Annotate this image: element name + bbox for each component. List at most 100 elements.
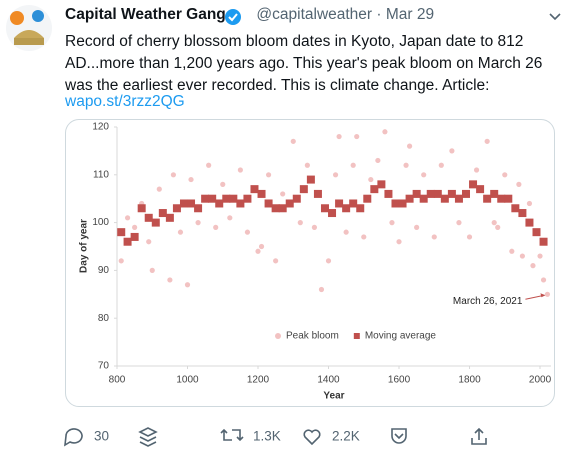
average-point — [476, 185, 485, 194]
bloom-point — [124, 215, 131, 221]
average-point — [320, 204, 329, 213]
bloom-point — [280, 191, 286, 197]
average-point — [137, 204, 146, 213]
average-point — [313, 189, 322, 198]
bloom-point — [537, 253, 543, 259]
handle[interactable]: @capitalweather — [256, 6, 373, 23]
bloom-point — [332, 172, 339, 178]
average-point — [335, 199, 344, 208]
bloom-point — [184, 282, 191, 288]
x-tick-label: 1600 — [388, 375, 411, 386]
average-point — [412, 189, 421, 198]
annotation: March 26, 2021 — [453, 296, 523, 307]
average-point — [461, 189, 470, 198]
reply-icon[interactable] — [64, 428, 83, 447]
average-point — [292, 194, 301, 203]
bloom-point — [431, 234, 437, 240]
bloom-point — [237, 167, 243, 173]
verified-badge — [225, 9, 241, 25]
bloom-point — [177, 229, 184, 235]
y-tick-label: 90 — [98, 265, 110, 276]
separator: · — [376, 6, 386, 23]
average-point — [250, 185, 259, 194]
bloom-point — [188, 176, 194, 183]
x-axis-title: Year — [323, 391, 344, 402]
bloom-point — [132, 224, 138, 230]
average-point — [497, 194, 506, 203]
average-point — [194, 204, 203, 213]
upload-icon[interactable] — [471, 427, 487, 445]
bloom-point — [438, 162, 444, 168]
average-point — [483, 194, 492, 203]
average-point — [539, 237, 548, 246]
average-point — [518, 209, 527, 218]
average-point — [440, 194, 449, 203]
average-point — [377, 180, 386, 189]
average-point — [306, 175, 315, 184]
stack-icon[interactable] — [138, 427, 158, 447]
average-point — [447, 189, 456, 198]
x-tick-label: 800 — [109, 375, 126, 386]
media-card[interactable] — [65, 119, 555, 407]
average-point — [532, 228, 541, 237]
bloom-point — [368, 176, 374, 183]
bloom-point — [167, 277, 173, 283]
bloom-point — [519, 253, 525, 259]
tweet-link[interactable]: wapo.st/3rzz2QG — [65, 93, 185, 110]
bloom-point — [195, 220, 201, 226]
bloom-point — [466, 234, 473, 240]
average-point — [229, 194, 238, 203]
bloom-point — [273, 258, 279, 264]
bloom-point — [509, 248, 515, 254]
author-name[interactable]: Capital Weather Gang — [65, 6, 226, 23]
average-point — [257, 189, 266, 198]
average-point — [179, 199, 188, 208]
y-tick-label: 70 — [98, 361, 110, 372]
share-icon[interactable] — [391, 428, 407, 444]
bloom-point — [220, 181, 226, 187]
like-icon[interactable] — [303, 429, 321, 446]
y-tick-label: 120 — [92, 122, 109, 133]
legend-marker — [353, 333, 360, 339]
average-point — [391, 199, 400, 208]
more-menu[interactable] — [549, 13, 561, 21]
bloom-point — [403, 162, 409, 168]
y-axis-title: Day of year — [79, 219, 90, 273]
retweet-icon[interactable] — [220, 428, 244, 442]
bloom-point — [258, 243, 265, 250]
bloom-point — [516, 181, 522, 187]
bloom-point — [449, 148, 455, 154]
bloom-point — [375, 157, 381, 164]
bloom-point — [304, 162, 310, 168]
bloom-point — [311, 224, 318, 230]
bloom-point — [491, 220, 497, 226]
average-point — [158, 209, 167, 218]
average-point — [356, 204, 365, 213]
average-point — [144, 213, 153, 222]
average-point — [398, 199, 407, 208]
x-tick-label: 1200 — [247, 375, 270, 386]
bloom-point — [149, 267, 155, 273]
y-tick-label: 100 — [92, 217, 109, 228]
bloom-point — [206, 162, 212, 168]
bloom-point — [473, 167, 480, 173]
bloom-point — [325, 258, 332, 264]
average-point — [349, 199, 358, 208]
date[interactable]: Mar 29 — [385, 6, 435, 23]
bloom-point — [382, 129, 388, 135]
avatar[interactable] — [6, 5, 52, 51]
bloom-point — [290, 138, 296, 144]
average-point — [172, 204, 181, 213]
bloom-point — [544, 291, 551, 297]
bloom-point — [318, 286, 325, 293]
bloom-point — [484, 138, 490, 144]
bloom-point — [354, 133, 360, 140]
bloom-point — [170, 172, 177, 178]
average-point — [405, 194, 414, 203]
average-point — [264, 199, 273, 208]
bloom-point — [540, 277, 547, 283]
average-point — [454, 194, 463, 203]
average-point — [123, 237, 132, 246]
average-point — [271, 204, 280, 213]
